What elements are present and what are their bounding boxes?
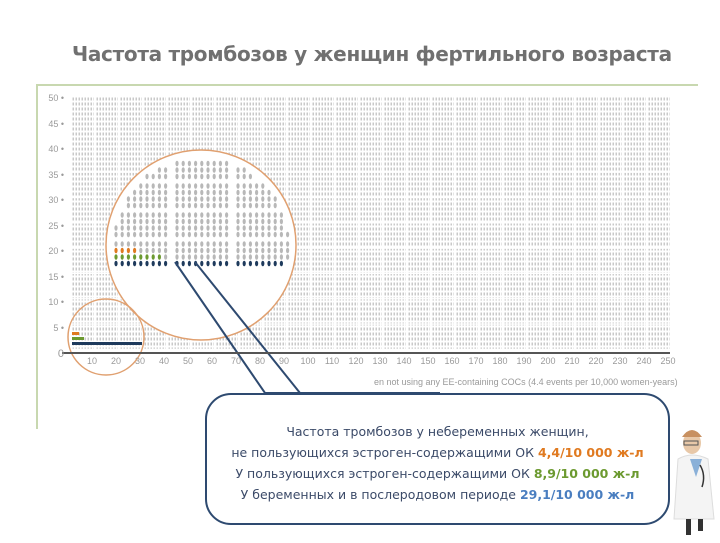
- y-tick-label: 20 •: [48, 246, 64, 256]
- y-tick-label: 50 •: [48, 93, 64, 103]
- rate-coc-users: 8,9/10 000 ж-л: [533, 466, 640, 481]
- slide-title: Частота тромбозов у женщин фертильного в…: [72, 42, 672, 66]
- x-tick-label: 140: [396, 356, 412, 366]
- x-tick-label: 230: [612, 356, 628, 366]
- x-tick-label: 180: [492, 356, 508, 366]
- x-tick-label: 220: [588, 356, 604, 366]
- chart-frame: [36, 84, 698, 429]
- y-tick-label: 30 •: [48, 195, 64, 205]
- y-tick-label: 15 •: [48, 271, 64, 282]
- doctor-illustration: [673, 430, 715, 535]
- x-tick-label: 130: [372, 356, 388, 366]
- x-tick-label: 240: [636, 356, 652, 366]
- bubble-line-2: не пользующихся эстроген-содержащими ОК …: [231, 445, 644, 460]
- x-tick-label: 40: [158, 356, 169, 366]
- bubble-line-3: У пользующихся эстроген-содержащими ОК 8…: [235, 466, 640, 481]
- y-tick-label: 40 •: [48, 144, 64, 154]
- x-tick-label: 120: [348, 356, 364, 366]
- x-tick-label: 250: [660, 356, 676, 366]
- y-tick-label: 10 •: [48, 297, 64, 307]
- callout-bubble: Частота тромбозов у небеременных женщин,…: [205, 393, 670, 525]
- rate-pregnant: 29,1/10 000 ж-л: [519, 487, 635, 502]
- y-tick-label: 0: [57, 348, 64, 360]
- rate-nonusers: 4,4/10 000 ж-л: [537, 445, 644, 460]
- x-tick-label: 200: [540, 356, 556, 366]
- x-tick-label: 160: [444, 356, 460, 366]
- y-tick-label: 25 •: [48, 220, 64, 231]
- x-tick-label: 30: [134, 356, 145, 366]
- x-tick-label: 190: [516, 356, 532, 366]
- x-tick-label: 80: [254, 356, 265, 366]
- x-tick-label: 90: [278, 356, 289, 366]
- x-tick-label: 170: [468, 356, 484, 366]
- x-tick-label: 110: [324, 356, 340, 366]
- x-tick-label: 60: [206, 356, 217, 366]
- chart-caption: en not using any EE-containing COCs (4.4…: [374, 377, 678, 387]
- bubble-line-4: У беременных и в послеродовом периоде 29…: [240, 487, 635, 502]
- x-tick-label: 150: [420, 356, 436, 366]
- y-tick-label: 5 •: [53, 322, 64, 333]
- y-tick-label: 45 •: [48, 118, 64, 129]
- x-tick-label: 210: [564, 356, 580, 366]
- x-tick-label: 10: [86, 356, 97, 366]
- zoom-circle-small: [67, 298, 145, 376]
- y-tick-label: 35 •: [48, 169, 64, 180]
- bubble-line-1: Частота тромбозов у небеременных женщин,: [286, 424, 589, 439]
- x-axis-line: [62, 352, 670, 354]
- x-tick-label: 50: [182, 356, 193, 366]
- x-tick-label: 20: [110, 356, 121, 366]
- x-tick-label: 100: [300, 356, 316, 366]
- x-tick-label: 70: [230, 356, 241, 366]
